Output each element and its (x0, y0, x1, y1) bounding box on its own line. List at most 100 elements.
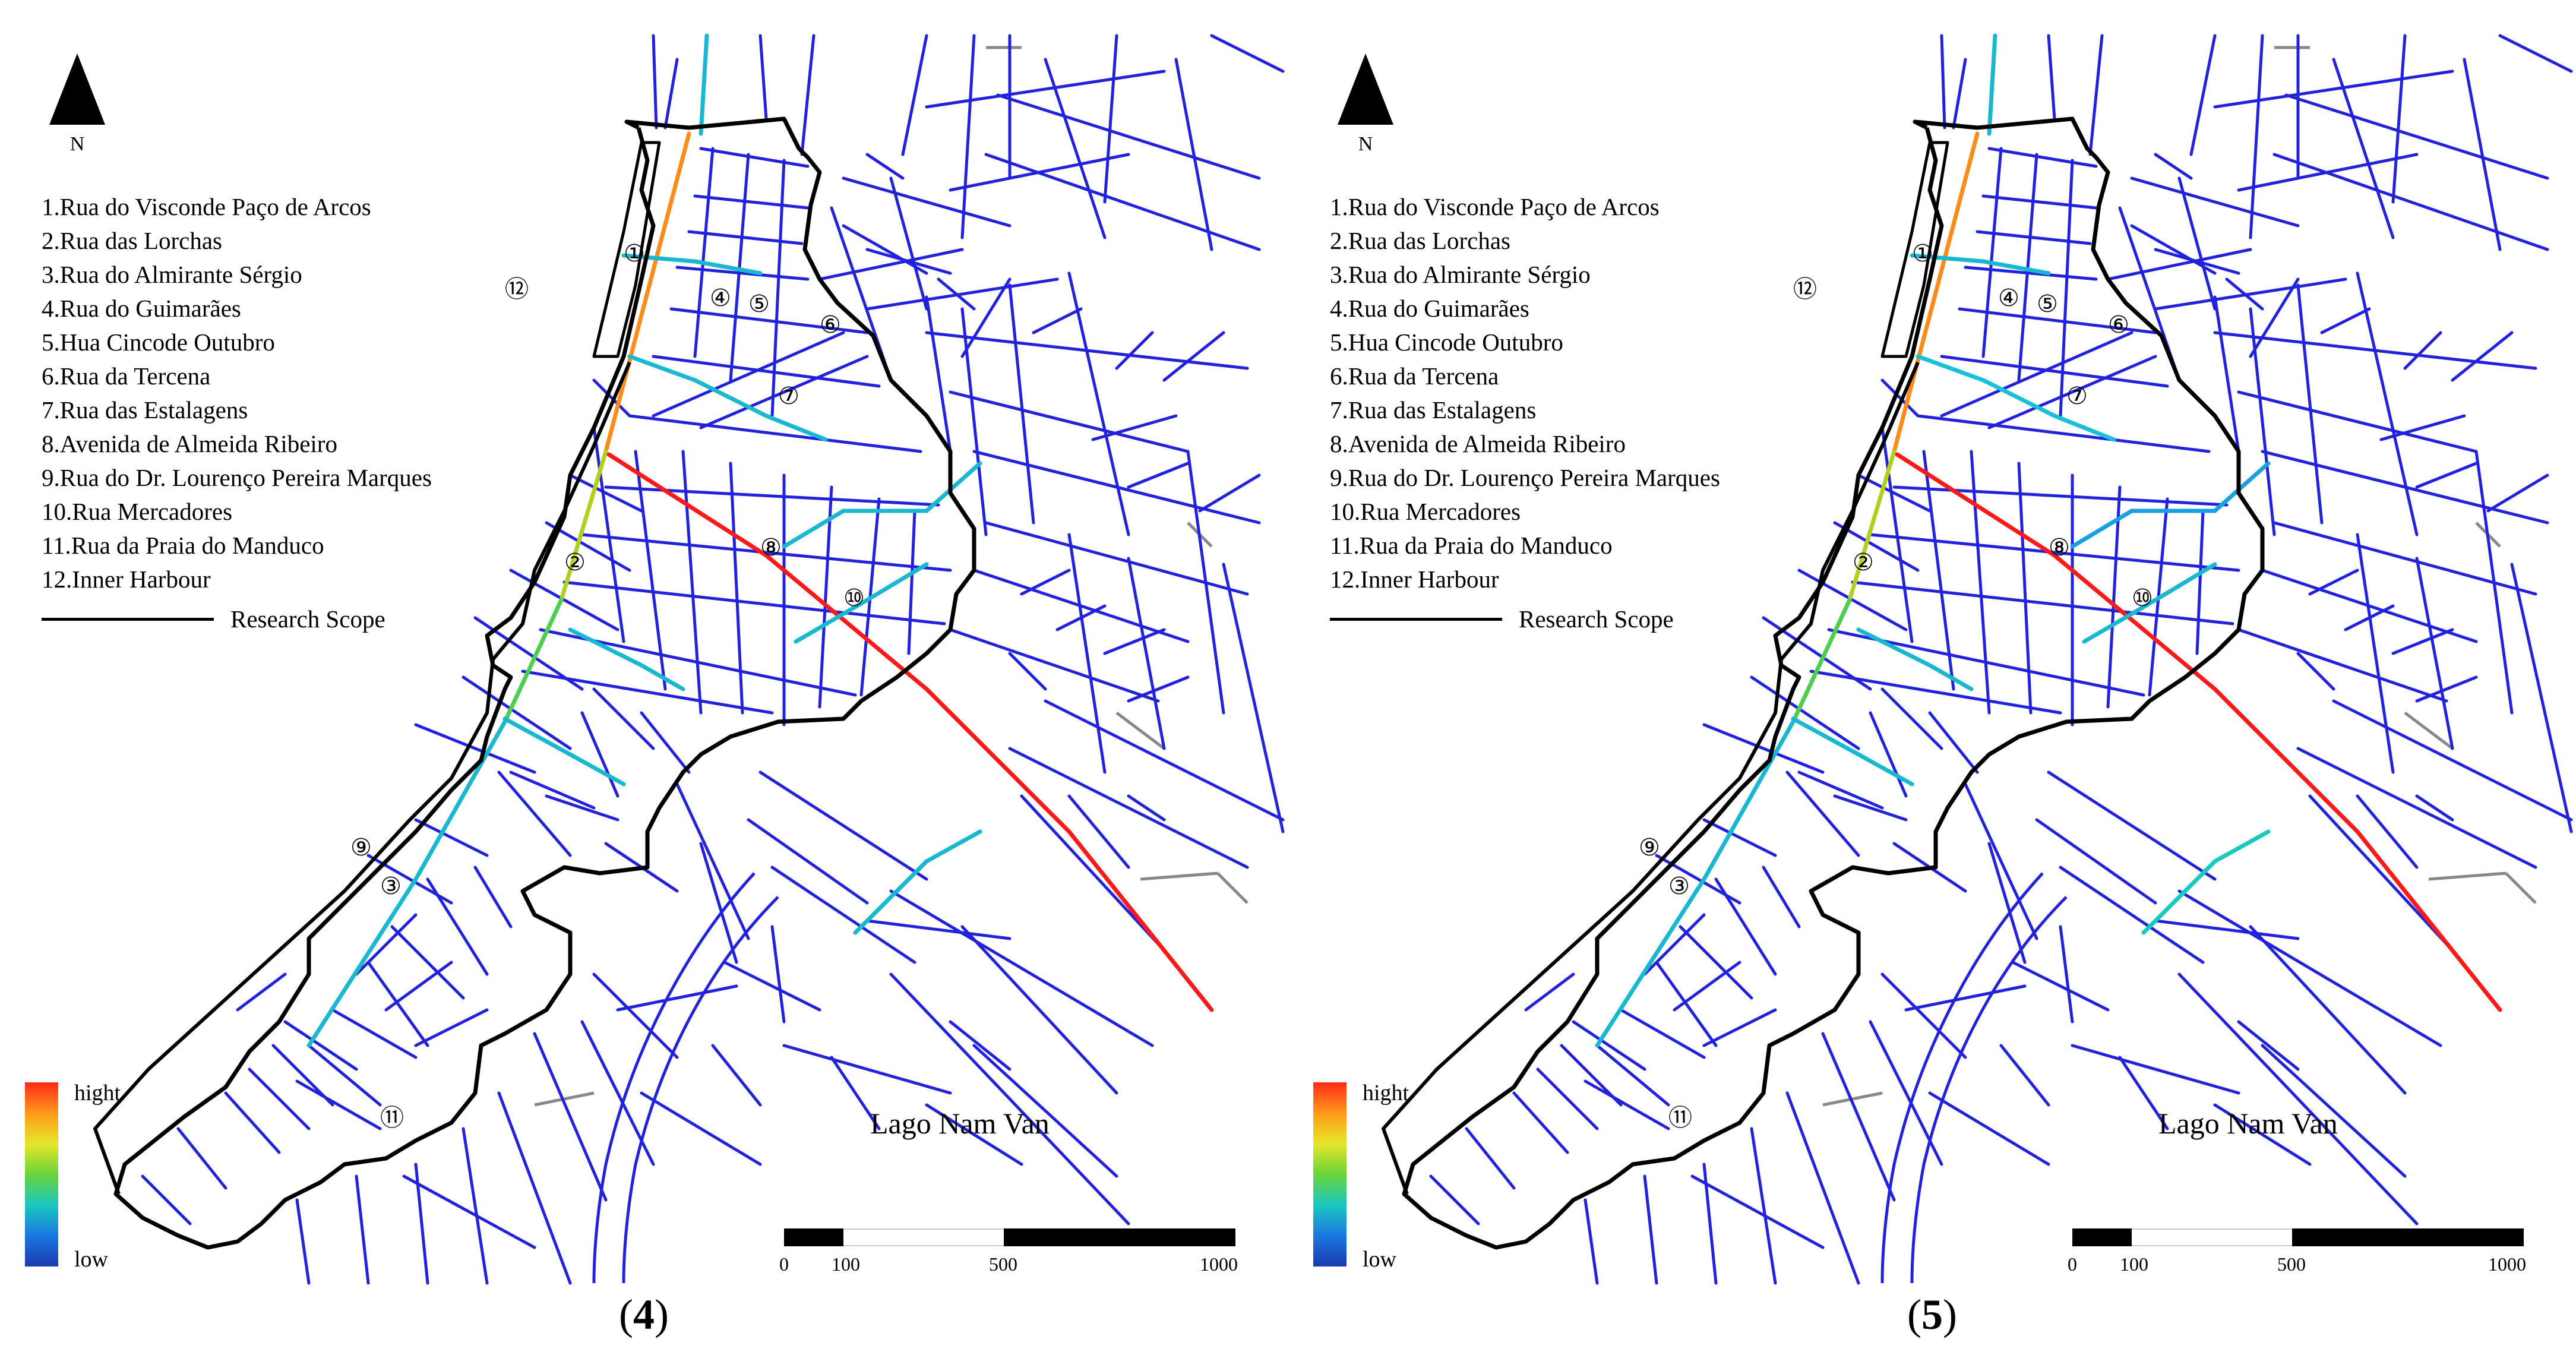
water-edge-lines (592, 872, 779, 1284)
legend-item-1: 1.Rua do Visconde Paço de Arcos (42, 193, 371, 220)
panel-caption: (5) (1288, 1290, 2576, 1340)
street-segment (1964, 266, 2098, 281)
highlighted-streets (1595, 33, 2502, 1048)
street-segment (580, 711, 619, 798)
street-segment (960, 307, 988, 536)
street-segment (1679, 925, 1753, 1000)
caption-open: ( (1907, 1291, 1921, 1338)
street-segment (1976, 230, 2092, 245)
street-segment (889, 889, 1154, 1047)
street-segment (2320, 307, 2371, 334)
color-ramp (25, 1082, 58, 1266)
street-legend: 1.Rua do Visconde Paço de Arcos 2.Rua das… (42, 190, 432, 596)
street-segment (1067, 271, 1130, 536)
street-segment (1952, 58, 1967, 130)
street-segment (2154, 919, 2300, 940)
street-segment (1127, 675, 1190, 703)
street-marker-4: ④ (1998, 285, 2019, 312)
street-segment (2059, 159, 2074, 418)
street-segment (2047, 34, 2056, 121)
street-segment (770, 925, 786, 1024)
street-segment (2059, 925, 2074, 1024)
street-segment (907, 509, 916, 655)
street-segment (1880, 687, 1943, 750)
street-segment (402, 1174, 536, 1249)
street-segment (960, 925, 1118, 1095)
street-segment (1560, 1044, 1623, 1107)
scale-bar-segment (2072, 1228, 2132, 1246)
street-segment (1536, 1067, 1599, 1130)
caption-close: ) (1943, 1291, 1957, 1338)
street-segment (1928, 711, 1979, 774)
street-segment (889, 972, 1130, 1225)
street-marker-11: ⑪ (380, 1104, 404, 1132)
caption-open: ( (619, 1291, 633, 1338)
street-segment (1892, 485, 2229, 507)
street-segment (1981, 147, 2003, 358)
street-segment (925, 1103, 1023, 1166)
street-segment (1702, 1008, 1777, 1047)
street-number-markers: ① ② ③ ④ ⑤ ⑥ ⑦ ⑧ ⑨ ⑩ ⑪ ⑫ (350, 240, 865, 1132)
research-scope-legend: Research Scope (42, 605, 385, 633)
street-segment (699, 842, 738, 964)
street-segment (462, 1127, 489, 1285)
legend-item-2: 2.Rua das Lorchas (1330, 227, 1510, 254)
street-marker-12: ⑫ (1793, 276, 1817, 303)
street-segment (770, 866, 916, 964)
legend-item-11: 11.Rua da Praia do Manduco (42, 532, 324, 559)
street-segment (2415, 557, 2454, 750)
minor-street-segment (1822, 1091, 1883, 1107)
street-segment (1987, 147, 2098, 168)
street-segment (1186, 450, 1225, 715)
scale-bar-segment (2292, 1228, 2524, 1246)
street-segment (2118, 1056, 2169, 1130)
street-segment (462, 675, 572, 750)
street-segment (1702, 818, 1777, 857)
street-segment (865, 277, 1059, 311)
north-arrow-icon (1338, 53, 1393, 125)
street-segment (1809, 669, 2062, 715)
minor-street-segment (1216, 872, 1249, 904)
street-segment (818, 485, 833, 709)
street-segment (497, 1091, 572, 1285)
scale-tick-0: 0 (2068, 1253, 2077, 1275)
street-segment (2154, 153, 2193, 180)
street-segment (842, 224, 928, 275)
street-segment (2296, 652, 2335, 691)
caption-number: 4 (633, 1291, 655, 1338)
street-segment (1869, 1020, 1943, 1166)
street-segment (669, 307, 869, 334)
street-segment (652, 34, 658, 130)
street-segment (2237, 1020, 2300, 1071)
scale-bar-segment (2132, 1228, 2292, 1246)
street-segment (2177, 972, 2419, 1225)
minor-streets (534, 46, 1249, 1107)
street-segment (1916, 414, 2211, 453)
street-segment (1595, 1044, 1670, 1107)
street-segment (889, 176, 928, 311)
legend-item-12: 12.Inner Harbour (42, 566, 211, 593)
street-segment (1762, 866, 1801, 928)
street-segment (1619, 1008, 1706, 1059)
minor-streets (1822, 46, 2537, 1107)
street-marker-10: ⑩ (2132, 585, 2153, 612)
scale-tick-100: 100 (832, 1253, 860, 1275)
street-segment (628, 414, 922, 453)
street-segment (1821, 1032, 1896, 1202)
ramp-low-label: low (1363, 1247, 1396, 1272)
street-segment (949, 153, 1130, 192)
street-segment (2415, 462, 2478, 489)
research-scope-boundary (1382, 116, 2265, 1250)
street-segment (675, 266, 810, 281)
street-segment (355, 913, 418, 976)
street-segment (1750, 675, 1860, 750)
legend-item-3: 3.Rua do Almirante Sérgio (42, 261, 302, 288)
street-segment (1465, 1127, 1516, 1190)
street-segment (592, 426, 625, 643)
street-segment (2296, 747, 2537, 869)
street-segment (2356, 271, 2419, 536)
street-segment (960, 34, 976, 239)
street-segment (2177, 176, 2217, 311)
scale-bar (784, 1228, 1235, 1246)
